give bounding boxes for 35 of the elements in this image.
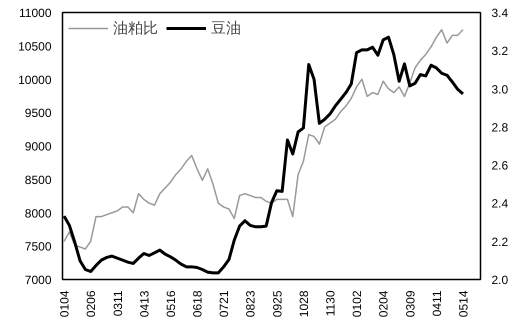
- y2-tick-label: 2.4: [492, 196, 509, 211]
- x-tick-label: 0925: [270, 290, 284, 318]
- y-tick-label: 7500: [24, 240, 52, 254]
- y2-tick-label: 2.8: [492, 120, 509, 134]
- legend-label: 油粕比: [113, 18, 158, 38]
- y-tick-label: 10000: [18, 72, 52, 87]
- x-tick-label: 0516: [164, 290, 178, 318]
- x-tick-label: 0823: [244, 290, 258, 318]
- x-tick-label: 0311: [110, 290, 125, 316]
- y-tick-label: 8000: [24, 206, 52, 220]
- x-tick-label: 0618: [190, 290, 205, 318]
- x-tick-label: 0104: [58, 290, 72, 318]
- x-tick-label: 0206: [84, 290, 98, 318]
- x-tick-label: 0204: [376, 290, 391, 318]
- x-tick-label: 1028: [296, 290, 311, 318]
- x-tick-label: 0721: [217, 290, 232, 318]
- y-tick-label: 7000: [24, 273, 52, 287]
- y-tick-label: 9000: [24, 140, 52, 154]
- y-tick-label: 8500: [24, 172, 52, 187]
- x-tick-label: 0309: [403, 290, 418, 318]
- y2-tick-label: 2.6: [492, 158, 509, 173]
- x-tick-label: 0413: [137, 290, 152, 318]
- y2-tick-label: 2.0: [492, 273, 509, 287]
- x-tick-label: 1130: [324, 290, 338, 316]
- x-tick-label: 0514: [456, 290, 470, 318]
- y-tick-label: 11000: [19, 6, 52, 20]
- x-tick-label: 0102: [350, 290, 364, 318]
- y2-tick-label: 2.2: [492, 234, 509, 249]
- legend-label: 豆油: [211, 18, 241, 38]
- y-tick-label: 9500: [24, 106, 52, 120]
- y2-tick-label: 3.4: [492, 6, 509, 20]
- y-tick-label: 10500: [18, 39, 52, 54]
- y2-tick-label: 3.2: [492, 44, 509, 58]
- y2-tick-label: 3.0: [492, 82, 509, 96]
- x-tick-label: 0411: [430, 290, 444, 316]
